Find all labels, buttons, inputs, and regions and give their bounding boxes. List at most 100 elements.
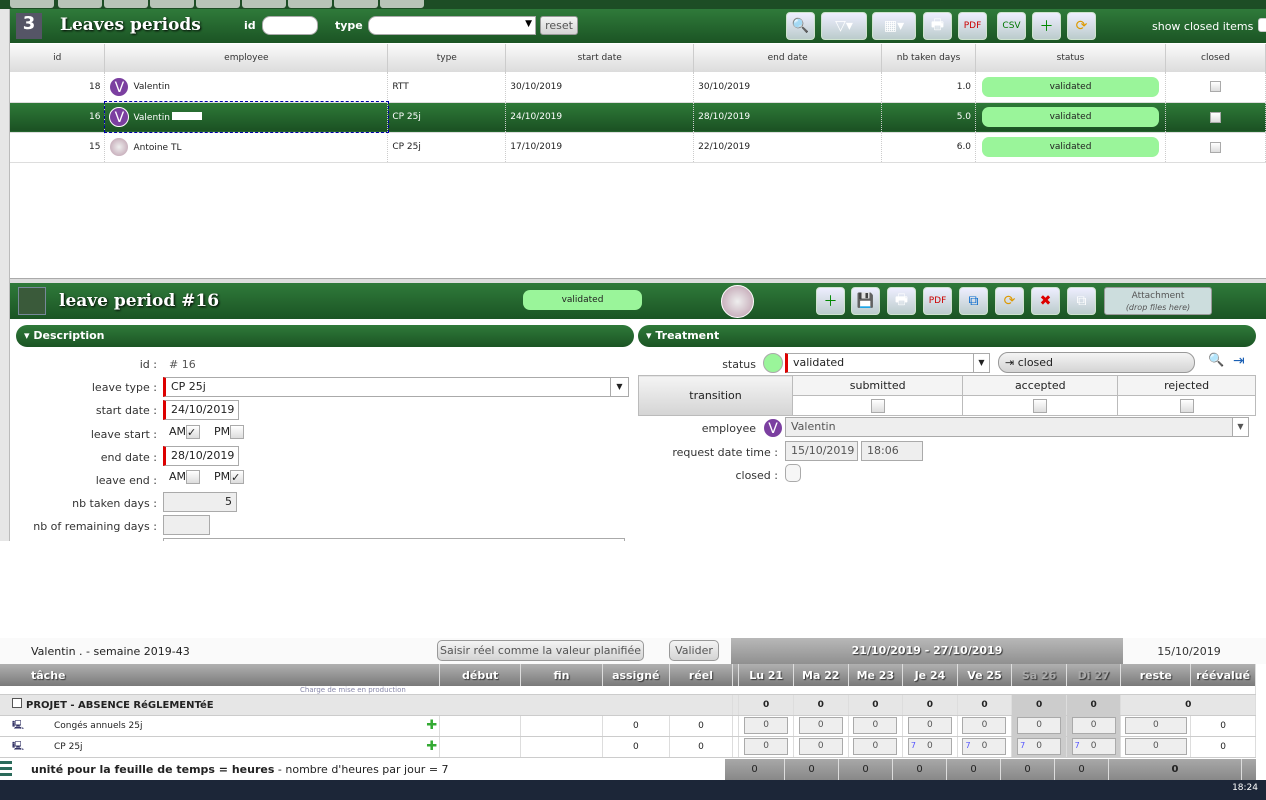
type-cell: CP 25j <box>387 102 507 133</box>
refresh-icon[interactable]: ⟳ <box>995 287 1024 315</box>
menu-tab[interactable] <box>58 0 102 8</box>
day-input[interactable]: 0 <box>907 717 952 734</box>
attachment-dropzone[interactable]: Attachment (drop files here) <box>1104 287 1212 315</box>
table-row[interactable]: 15 Antoine TL CP 25j 17/10/2019 22/10/2019 6.… <box>10 132 1266 163</box>
close-button[interactable]: ⇥ closed <box>998 352 1195 373</box>
day-input[interactable]: 0 <box>744 717 789 734</box>
menu-icon[interactable] <box>0 761 12 777</box>
column-header: Sa 26 <box>1011 664 1067 686</box>
pdf-icon[interactable]: PDF <box>958 12 987 40</box>
copy-icon[interactable]: ⧉ <box>959 287 988 315</box>
day-input[interactable]: 0 <box>798 717 843 734</box>
description-textarea[interactable] <box>163 538 625 541</box>
print-icon[interactable]: 🖶 <box>923 12 952 40</box>
menu-tab[interactable] <box>10 0 54 8</box>
closed-checkbox[interactable] <box>1209 141 1221 153</box>
end-am-checkbox[interactable] <box>186 470 201 484</box>
search-icon[interactable]: 🔍 <box>1208 353 1225 368</box>
status-select[interactable]: validated ▼ <box>785 353 990 373</box>
day-input[interactable]: 0 <box>744 738 789 755</box>
remaining-cell: 0 <box>1120 715 1192 737</box>
multiple-update-icon[interactable]: ⧉ <box>1067 287 1096 315</box>
filter-id-input[interactable] <box>262 16 318 35</box>
footer-total: 0 <box>725 759 785 780</box>
treatment-section-header[interactable]: ▾ Treatment <box>638 325 1256 347</box>
column-header[interactable]: type <box>387 44 507 72</box>
pdf-icon[interactable]: PDF <box>923 287 952 315</box>
transition-rejected-checkbox[interactable] <box>1179 398 1194 413</box>
reset-button[interactable]: reset <box>540 16 578 35</box>
show-closed-checkbox[interactable] <box>1258 18 1266 32</box>
menu-tab[interactable] <box>150 0 194 8</box>
collapse-toggle[interactable] <box>12 698 22 708</box>
print-icon[interactable]: 🖶 <box>887 287 916 315</box>
leave-type-select[interactable]: CP 25j ▼ <box>163 377 629 397</box>
column-header[interactable]: status <box>975 44 1166 72</box>
planned-value: 7 <box>1020 741 1026 750</box>
start-date-input[interactable]: 24/10/2019 <box>163 400 239 420</box>
add-work-icon[interactable]: ✚ <box>426 738 438 754</box>
column-header[interactable]: id <box>10 44 106 72</box>
column-header[interactable]: closed <box>1165 44 1266 72</box>
id-value: # 16 <box>169 358 196 371</box>
refresh-icon[interactable]: ⟳ <box>1067 12 1096 40</box>
menu-tab[interactable] <box>196 0 240 8</box>
start-date-label: start date : <box>95 404 157 417</box>
column-header[interactable]: start date <box>505 44 695 72</box>
day-input[interactable]: 0 <box>1017 717 1062 734</box>
table-row[interactable]: 18 V Valentin RTT 30/10/2019 30/10/2019 1.0 val… <box>10 72 1266 103</box>
menu-tab[interactable] <box>288 0 332 8</box>
menu-tab[interactable] <box>334 0 378 8</box>
start-am-checkbox[interactable]: ✓ <box>186 425 201 439</box>
remaining-input[interactable]: 0 <box>1124 738 1187 755</box>
day-input[interactable]: 0 <box>1071 717 1116 734</box>
closed-checkbox[interactable] <box>1209 81 1221 93</box>
day-input[interactable]: 0 <box>853 717 898 734</box>
validate-button[interactable]: Valider <box>669 640 719 661</box>
description-section-header[interactable]: ▾ Description <box>16 325 634 347</box>
closed-checkbox[interactable] <box>1209 111 1221 123</box>
end-pm-checkbox[interactable]: ✓ <box>230 470 245 484</box>
end-date-input[interactable]: 28/10/2019 <box>163 446 239 466</box>
transition-submitted-checkbox[interactable] <box>870 398 885 413</box>
footer-unit: unité pour la feuille de temps = heures <box>31 763 275 776</box>
menu-tab[interactable] <box>380 0 424 8</box>
column-header[interactable]: nb taken days <box>881 44 977 72</box>
csv-icon[interactable]: CSV <box>997 12 1026 40</box>
menu-tab[interactable] <box>104 0 148 8</box>
day-input[interactable]: 0 <box>798 738 843 755</box>
save-icon[interactable]: 💾 <box>851 287 880 315</box>
add-work-icon[interactable]: ✚ <box>426 717 438 733</box>
closed-checkbox[interactable] <box>785 464 801 482</box>
filter-icon[interactable]: ▽▾ <box>821 12 867 40</box>
show-closed-label: show closed items <box>1152 20 1254 33</box>
search-icon[interactable]: 🔍 <box>786 12 815 40</box>
columns-icon[interactable]: ▦▾ <box>872 12 916 40</box>
column-header[interactable]: employee <box>104 44 389 72</box>
real-cell: 0 <box>669 736 734 758</box>
start-pm-checkbox[interactable] <box>230 425 245 439</box>
leave-end-label: leave end : <box>95 474 157 487</box>
transition-accepted-checkbox[interactable] <box>1033 398 1048 413</box>
copy-planned-button[interactable]: Saisir réel comme la valeur planifiée <box>437 640 644 661</box>
filter-type-select[interactable]: ▼ <box>368 16 536 35</box>
timesheet-date: 15/10/2019 <box>1157 645 1221 658</box>
splitter-handle[interactable] <box>10 278 1266 283</box>
remaining-input[interactable]: 0 <box>1124 717 1187 734</box>
day-input[interactable]: 0 <box>962 717 1007 734</box>
treatment-title: Treatment <box>655 329 720 342</box>
day-input[interactable]: 0 <box>853 738 898 755</box>
add-icon[interactable]: ＋ <box>1032 12 1061 40</box>
delete-icon[interactable]: ✖ <box>1031 287 1060 315</box>
goto-icon[interactable]: ⇥ <box>1233 353 1245 369</box>
menu-tab[interactable] <box>242 0 286 8</box>
new-icon[interactable]: ＋ <box>816 287 845 315</box>
employee-select[interactable]: Valentin ▼ <box>785 417 1249 437</box>
column-header[interactable]: end date <box>693 44 883 72</box>
table-row[interactable]: 16 V Valentin CP 25j 24/10/2019 28/10/2019 5.0… <box>10 101 1266 133</box>
